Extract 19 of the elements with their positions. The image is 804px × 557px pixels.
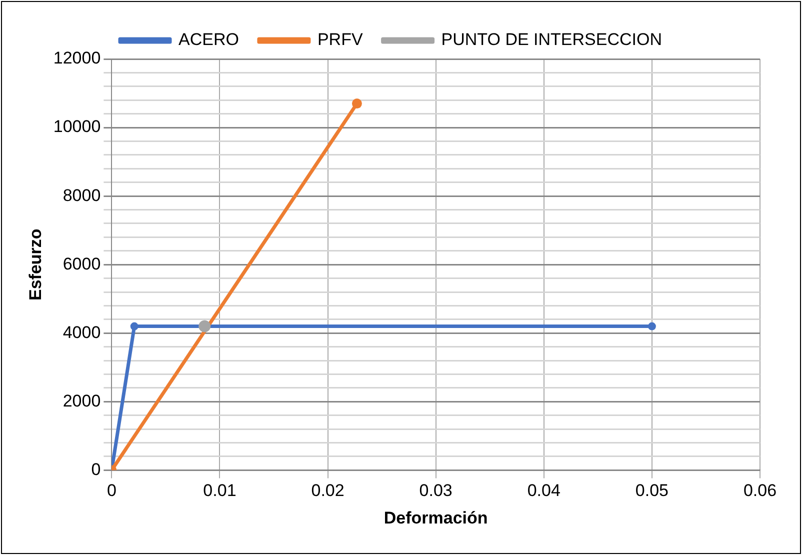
x-tick-label: 0.03 xyxy=(419,481,452,500)
y-tick-label: 4000 xyxy=(62,322,101,342)
legend-label: ACERO xyxy=(178,30,239,50)
x-tick-label: 0.02 xyxy=(311,481,344,500)
y-tick-label: 10000 xyxy=(53,117,101,136)
y-tick-label: 6000 xyxy=(62,254,101,274)
x-tick-label: 0.01 xyxy=(203,481,236,500)
x-tick-label: 0.04 xyxy=(527,481,560,500)
x-tick-label: 0.05 xyxy=(635,481,668,500)
y-tick-label: 8000 xyxy=(62,186,101,205)
y-tick-label: 0 xyxy=(91,460,101,479)
y-tick-label: 2000 xyxy=(62,391,101,410)
legend-label: PRFV xyxy=(317,30,364,50)
x-tick-label: 0 xyxy=(106,481,116,500)
y-tick-label: 12000 xyxy=(53,48,101,68)
y-axis-title: Esfeurzo xyxy=(26,228,45,300)
x-axis-title: Deformación xyxy=(384,508,488,528)
legend-label: PUNTO DE INTERSECCION xyxy=(441,30,662,50)
x-tick-label: 0.06 xyxy=(743,481,777,500)
